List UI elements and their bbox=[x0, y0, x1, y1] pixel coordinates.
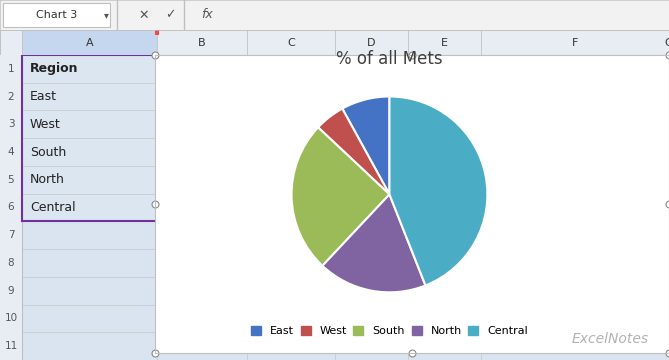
Text: 11: 11 bbox=[5, 341, 17, 351]
Text: South: South bbox=[30, 145, 66, 158]
Wedge shape bbox=[292, 127, 389, 266]
Wedge shape bbox=[318, 109, 389, 194]
Text: ExcelNotes: ExcelNotes bbox=[572, 332, 649, 346]
Bar bbox=[22, 305, 669, 332]
Text: 9: 9 bbox=[7, 286, 14, 296]
Bar bbox=[22, 111, 669, 138]
Bar bbox=[155, 30, 159, 35]
Bar bbox=[22, 166, 669, 194]
Text: 1: 1 bbox=[7, 64, 14, 74]
Text: 6: 6 bbox=[7, 202, 14, 212]
Text: 3: 3 bbox=[7, 119, 14, 129]
Text: G: G bbox=[665, 37, 669, 48]
Legend: East, West, South, North, Central: East, West, South, North, Central bbox=[246, 321, 533, 341]
Bar bbox=[22, 83, 669, 111]
Text: ✕: ✕ bbox=[138, 9, 149, 22]
Wedge shape bbox=[343, 96, 389, 194]
Wedge shape bbox=[322, 194, 425, 292]
Bar bbox=[481, 30, 669, 55]
Bar bbox=[157, 30, 247, 55]
Text: ✓: ✓ bbox=[165, 9, 176, 22]
Text: 10: 10 bbox=[5, 314, 17, 323]
Text: E: E bbox=[441, 37, 448, 48]
Bar bbox=[335, 30, 408, 55]
Text: ▾: ▾ bbox=[104, 10, 108, 20]
Text: A: A bbox=[86, 37, 93, 48]
Text: B: B bbox=[198, 37, 206, 48]
Text: 4: 4 bbox=[7, 147, 14, 157]
Bar bbox=[155, 219, 159, 223]
Bar bbox=[22, 277, 669, 305]
Text: Central: Central bbox=[30, 201, 76, 214]
Bar bbox=[22, 138, 669, 166]
Bar bbox=[22, 30, 157, 55]
Text: Region: Region bbox=[30, 62, 78, 75]
Text: North: North bbox=[30, 173, 65, 186]
Text: 2: 2 bbox=[7, 91, 14, 102]
Bar bbox=[0, 55, 22, 360]
Bar bbox=[22, 221, 669, 249]
Text: East: East bbox=[30, 90, 57, 103]
Wedge shape bbox=[389, 96, 488, 285]
Bar bbox=[22, 332, 669, 360]
Text: F: F bbox=[572, 37, 578, 48]
Bar bbox=[22, 194, 669, 221]
Text: C: C bbox=[287, 37, 295, 48]
Bar bbox=[22, 249, 669, 277]
Text: 5: 5 bbox=[7, 175, 14, 185]
Bar bbox=[0, 30, 22, 55]
Bar bbox=[408, 30, 481, 55]
FancyBboxPatch shape bbox=[3, 3, 110, 27]
Bar bbox=[22, 55, 669, 83]
Bar bbox=[247, 30, 335, 55]
Text: fx: fx bbox=[201, 9, 213, 22]
Text: D: D bbox=[367, 37, 376, 48]
Text: 7: 7 bbox=[7, 230, 14, 240]
Text: West: West bbox=[30, 118, 61, 131]
Text: Chart 3: Chart 3 bbox=[36, 10, 78, 20]
Text: 8: 8 bbox=[7, 258, 14, 268]
Title: % of all Mets: % of all Mets bbox=[336, 50, 443, 68]
